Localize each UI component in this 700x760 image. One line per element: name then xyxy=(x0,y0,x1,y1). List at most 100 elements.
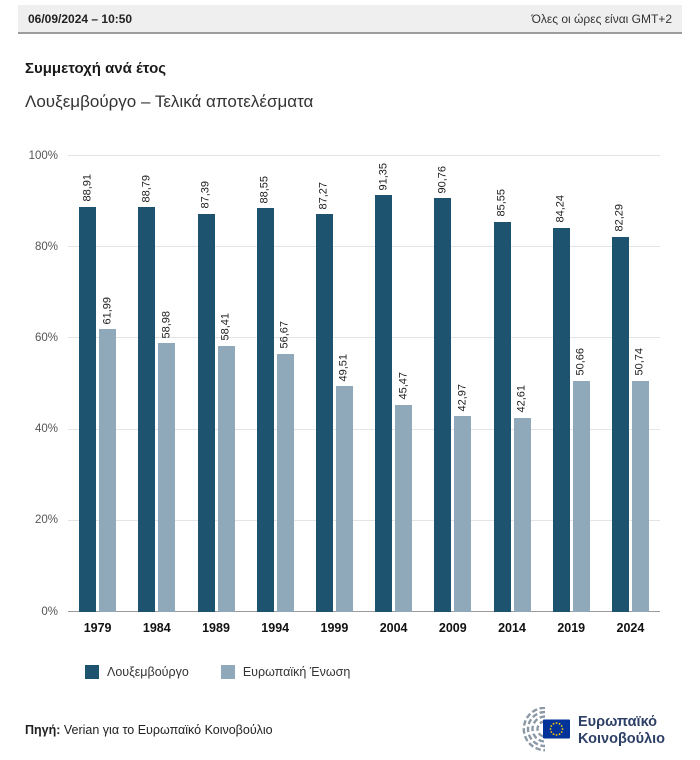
bar-value-label: 90,76 xyxy=(436,165,449,194)
header-bar: 06/09/2024 – 10:50 Όλες οι ώρες είναι GM… xyxy=(18,5,682,34)
logo-text-line1: Ευρωπαϊκό xyxy=(578,714,657,730)
bar-value-label: 91,35 xyxy=(377,162,390,191)
x-tick-label-2009: 2009 xyxy=(438,621,467,635)
bar-series1-2024[interactable]: 82,29 xyxy=(611,204,629,612)
bar-series1-2009[interactable]: 90,76 xyxy=(434,166,452,612)
legend-swatch xyxy=(85,665,99,679)
logo-text-line2: Κοινοβούλιο xyxy=(578,731,665,747)
bar-value-label: 45,47 xyxy=(397,372,410,400)
bar-group-2019: 84,24 50,66 xyxy=(542,156,601,612)
bar-series2-2009[interactable]: 42,97 xyxy=(454,384,472,612)
bar-value-label: 49,51 xyxy=(337,353,350,382)
legend-swatch xyxy=(220,665,235,679)
eu-flag xyxy=(543,719,570,739)
y-tick-label: 0% xyxy=(41,605,58,618)
bar-value-label: 88,79 xyxy=(140,174,153,203)
bar-value-label: 85,55 xyxy=(495,189,508,217)
bars: 88,91 61,99 88,79 58,98 87,39 58,41 88,55 56,67… xyxy=(68,156,660,612)
y-tick-label: 100% xyxy=(28,149,58,162)
bar-series1-2004[interactable]: 91,35 xyxy=(375,163,393,612)
bar-group-1989: 87,39 58,41 xyxy=(186,156,245,612)
x-tick-label-2019: 2019 xyxy=(557,621,586,635)
legend-label: Ευρωπαϊκή Ένωση xyxy=(242,665,351,679)
svg-text:Ευρωπαϊκό: Ευρωπαϊκό xyxy=(578,714,657,730)
header-timezone-note: Όλες οι ώρες είναι GMT+2 xyxy=(531,11,672,26)
ep-hemicycle-logo-icon: Ευρωπαϊκό Κοινοβούλιο xyxy=(522,707,665,752)
legend-item-1[interactable]: Λουξεμβούργο xyxy=(85,665,189,679)
bar-series1-1999[interactable]: 87,27 xyxy=(315,182,333,612)
bar-group-2024: 82,29 50,74 xyxy=(601,156,660,612)
bar-group-1994: 88,55 56,67 xyxy=(246,156,305,612)
source-text: Verian για το Ευρωπαϊκό Κοινοβούλιο xyxy=(60,722,273,737)
x-axis-labels: 1979 1984 1989 1994 1999 2004 2009 2014 2019 2024 xyxy=(68,621,660,635)
legend-item-2[interactable]: Ευρωπαϊκή Ένωση xyxy=(220,665,351,679)
bar-value-label: 58,98 xyxy=(160,310,173,339)
bar-value-label: 87,27 xyxy=(317,181,330,210)
gridline xyxy=(68,428,660,430)
bar-series1-1989[interactable]: 87,39 xyxy=(197,181,215,612)
bar-group-1979: 88,91 61,99 xyxy=(68,156,127,612)
bar-series2-1984[interactable]: 58,98 xyxy=(158,311,176,612)
bar-series2-1989[interactable]: 58,41 xyxy=(217,313,235,612)
bar-value-label: 82,29 xyxy=(613,204,626,232)
bar-value-label: 42,61 xyxy=(515,385,528,413)
eu-flag-stars xyxy=(549,722,564,736)
footer: Πηγή: Verian για το Ευρωπαϊκό Κοινοβούλι… xyxy=(18,707,682,752)
x-tick-label-1979: 1979 xyxy=(83,621,112,635)
bar-group-2004: 91,35 45,47 xyxy=(364,156,423,612)
source-label: Πηγή: xyxy=(25,722,61,737)
bar-series1-2014[interactable]: 85,55 xyxy=(493,189,511,612)
bar-value-label: 84,24 xyxy=(554,195,567,223)
bar-group-1999: 87,27 49,51 xyxy=(305,156,364,612)
x-tick-label-2024: 2024 xyxy=(616,621,645,635)
bar-value-label: 42,97 xyxy=(456,383,469,412)
bar-value-label: 88,91 xyxy=(81,174,94,202)
svg-text:Κοινοβούλιο: Κοινοβούλιο xyxy=(578,731,665,747)
gridline xyxy=(68,246,660,248)
chart: 0% 20% 40% 60% 80% 100% 88,91 61,99 88,79 58,98 8… xyxy=(29,150,660,635)
y-tick-label: 60% xyxy=(34,331,58,344)
page-subtitle: Λουξεμβούργο – Τελικά αποτελέσματα xyxy=(25,92,314,111)
x-tick-label-2014: 2014 xyxy=(498,621,526,635)
x-tick-label-1989: 1989 xyxy=(202,621,230,635)
gridline xyxy=(68,519,660,521)
x-axis-line xyxy=(68,611,660,612)
y-tick-label: 20% xyxy=(34,514,58,527)
bar-series1-1979[interactable]: 88,91 xyxy=(79,174,97,612)
bar-value-label: 87,39 xyxy=(199,180,212,209)
x-tick-label-1984: 1984 xyxy=(142,621,171,635)
y-tick-label: 80% xyxy=(34,240,58,253)
x-tick-label-2004: 2004 xyxy=(379,621,408,635)
bar-group-2009: 90,76 42,97 xyxy=(423,156,482,612)
european-parliament-logo: Ευρωπαϊκό Κοινοβούλιο xyxy=(497,707,675,752)
bar-series2-1999[interactable]: 49,51 xyxy=(335,354,353,612)
bar-series1-2019[interactable]: 84,24 xyxy=(552,195,570,612)
x-tick-label-1994: 1994 xyxy=(261,621,290,635)
bar-series2-2024[interactable]: 50,74 xyxy=(631,348,649,612)
bar-series2-2019[interactable]: 50,66 xyxy=(572,348,590,612)
bar-group-2014: 85,55 42,61 xyxy=(482,156,541,612)
bar-value-label: 61,99 xyxy=(101,296,114,325)
source-note: Πηγή: Verian για το Ευρωπαϊκό Κοινοβούλι… xyxy=(25,723,273,737)
legend: Λουξεμβούργο Ευρωπαϊκή Ένωση xyxy=(85,665,682,679)
bar-value-label: 50,74 xyxy=(633,348,646,376)
gridline xyxy=(68,337,660,339)
gridlines: 0% 20% 40% 60% 80% 100% xyxy=(29,150,660,617)
bar-group-1984: 88,79 58,98 xyxy=(127,156,186,612)
bar-value-label: 56,67 xyxy=(278,321,291,349)
bar-series2-1979[interactable]: 61,99 xyxy=(99,297,117,612)
bar-series1-1994[interactable]: 88,55 xyxy=(256,176,274,612)
page-title: Συμμετοχή ανά έτος xyxy=(25,60,167,77)
bar-series2-2004[interactable]: 45,47 xyxy=(395,372,413,612)
header-datetime: 06/09/2024 – 10:50 xyxy=(28,11,133,26)
bar-series2-1994[interactable]: 56,67 xyxy=(276,321,294,612)
bar-value-label: 88,55 xyxy=(258,175,271,204)
y-tick-label: 40% xyxy=(34,423,58,436)
bar-series2-2014[interactable]: 42,61 xyxy=(513,385,531,612)
bar-value-label: 58,41 xyxy=(219,313,232,341)
bar-value-label: 50,66 xyxy=(574,348,587,376)
bar-series1-1984[interactable]: 88,79 xyxy=(138,175,156,612)
x-tick-label-1999: 1999 xyxy=(320,621,349,635)
gridline xyxy=(68,155,660,156)
